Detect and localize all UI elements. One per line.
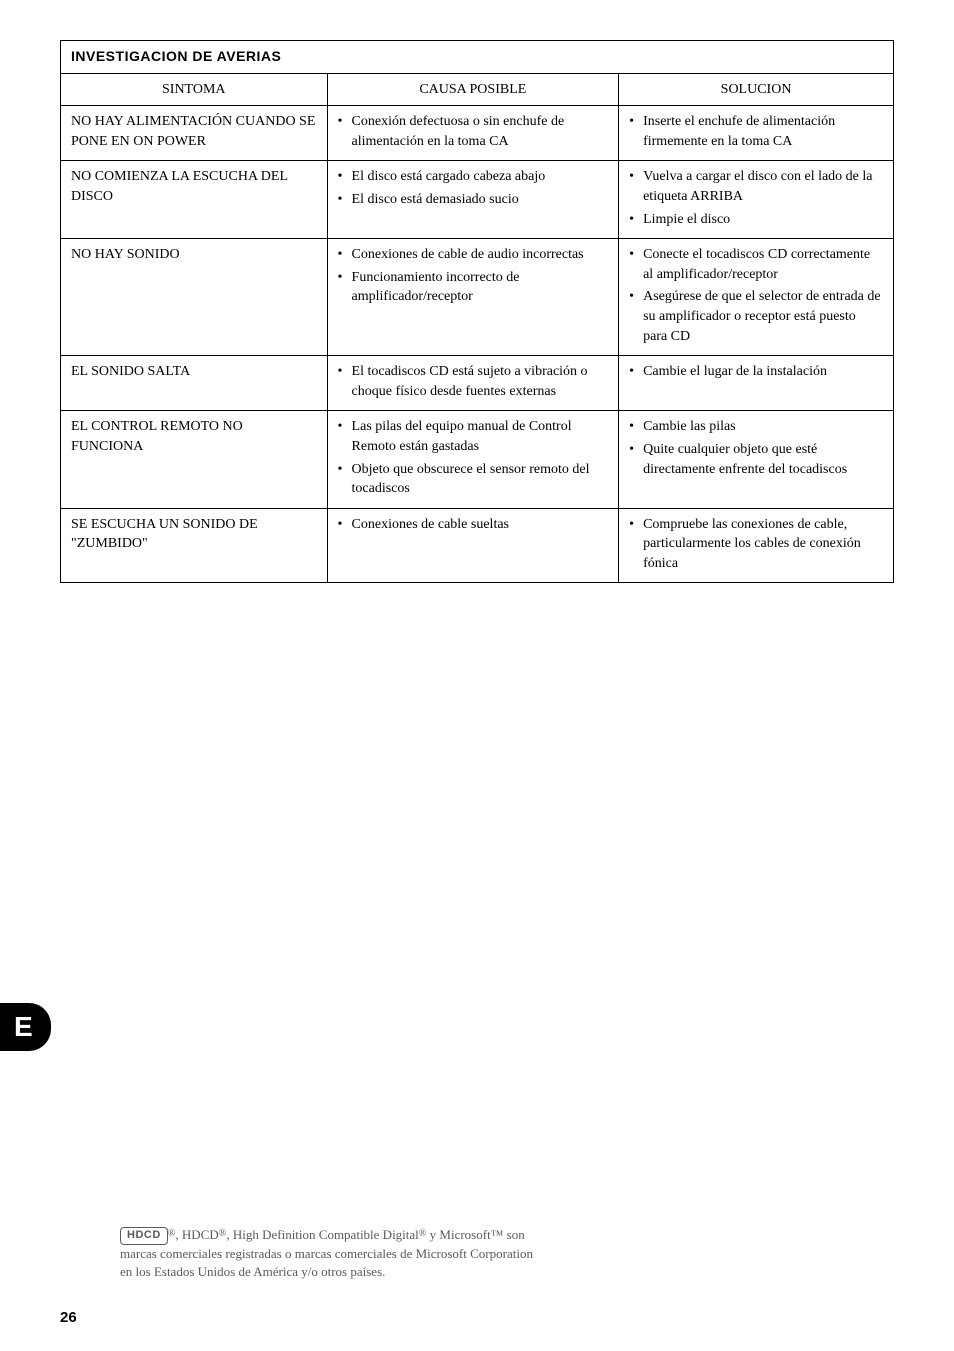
table-row: SE ESCUCHA UN SONIDO DE "ZUMBIDO" Conexi… — [61, 508, 894, 583]
causa-cell: Conexión defectuosa o sin enchufe de ali… — [327, 106, 619, 161]
table-row: NO HAY ALIMENTACIÓN CUANDO SE PONE EN ON… — [61, 106, 894, 161]
table-title: INVESTIGACION DE AVERIAS — [61, 41, 894, 74]
table-row: NO COMIENZA LA ESCUCHA DEL DISCO El disc… — [61, 161, 894, 239]
causa-item: Funcionamiento incorrecto de amplificado… — [338, 268, 609, 307]
causa-item: Conexión defectuosa o sin enchufe de ali… — [338, 112, 609, 151]
solucion-cell: Conecte el tocadiscos CD correctamente a… — [619, 239, 894, 356]
sintoma-cell: NO HAY SONIDO — [61, 239, 328, 356]
solucion-item: Quite cualquier objeto que esté directam… — [629, 440, 883, 479]
footer-text: HDCD®, HDCD®, High Definition Compatible… — [120, 1226, 540, 1281]
solucion-item: Cambie las pilas — [629, 417, 883, 437]
sintoma-cell: NO COMIENZA LA ESCUCHA DEL DISCO — [61, 161, 328, 239]
causa-item: El disco está cargado cabeza abajo — [338, 167, 609, 187]
causa-item: El tocadiscos CD está sujeto a vibración… — [338, 362, 609, 401]
causa-cell: Las pilas del equipo manual de Control R… — [327, 411, 619, 508]
solucion-item: Cambie el lugar de la instalación — [629, 362, 883, 382]
page-number: 26 — [60, 1309, 77, 1326]
header-sintoma: SINTOMA — [61, 73, 328, 106]
causa-cell: Conexiones de cable de audio incorrectas… — [327, 239, 619, 356]
solucion-item: Vuelva a cargar el disco con el lado de … — [629, 167, 883, 206]
footer-part2: , High Definition Compatible Digital — [226, 1227, 418, 1242]
solucion-cell: Inserte el enchufe de alimentación firme… — [619, 106, 894, 161]
solucion-cell: Cambie el lugar de la instalación — [619, 356, 894, 411]
solucion-item: Compruebe las conexiones de cable, parti… — [629, 515, 883, 574]
causa-item: Las pilas del equipo manual de Control R… — [338, 417, 609, 456]
table-body: NO HAY ALIMENTACIÓN CUANDO SE PONE EN ON… — [61, 106, 894, 583]
language-badge: E — [0, 1003, 51, 1051]
causa-cell: Conexiones de cable sueltas — [327, 508, 619, 583]
sintoma-cell: EL SONIDO SALTA — [61, 356, 328, 411]
header-solucion: SOLUCION — [619, 73, 894, 106]
solucion-cell: Compruebe las conexiones de cable, parti… — [619, 508, 894, 583]
troubleshooting-table: INVESTIGACION DE AVERIAS SINTOMA CAUSA P… — [60, 40, 894, 583]
header-causa: CAUSA POSIBLE — [327, 73, 619, 106]
solucion-item: Conecte el tocadiscos CD correctamente a… — [629, 245, 883, 284]
solucion-item: Inserte el enchufe de alimentación firme… — [629, 112, 883, 151]
causa-item: Conexiones de cable sueltas — [338, 515, 609, 535]
causa-cell: El tocadiscos CD está sujeto a vibración… — [327, 356, 619, 411]
causa-item: El disco está demasiado sucio — [338, 190, 609, 210]
sintoma-cell: SE ESCUCHA UN SONIDO DE "ZUMBIDO" — [61, 508, 328, 583]
sintoma-cell: NO HAY ALIMENTACIÓN CUANDO SE PONE EN ON… — [61, 106, 328, 161]
causa-item: Conexiones de cable de audio incorrectas — [338, 245, 609, 265]
solucion-item: Limpie el disco — [629, 210, 883, 230]
hdcd-logo-icon: HDCD — [120, 1227, 168, 1244]
table-row: EL CONTROL REMOTO NO FUNCIONA Las pilas … — [61, 411, 894, 508]
causa-item: Objeto que obscurece el sensor remoto de… — [338, 460, 609, 499]
solucion-cell: Cambie las pilas Quite cualquier objeto … — [619, 411, 894, 508]
table-row: EL SONIDO SALTA El tocadiscos CD está su… — [61, 356, 894, 411]
solucion-item: Asegúrese de que el selector de entrada … — [629, 287, 883, 346]
solucion-cell: Vuelva a cargar el disco con el lado de … — [619, 161, 894, 239]
footer-part1: , HDCD — [175, 1227, 218, 1242]
table-row: NO HAY SONIDO Conexiones de cable de aud… — [61, 239, 894, 356]
causa-cell: El disco está cargado cabeza abajo El di… — [327, 161, 619, 239]
sintoma-cell: EL CONTROL REMOTO NO FUNCIONA — [61, 411, 328, 508]
